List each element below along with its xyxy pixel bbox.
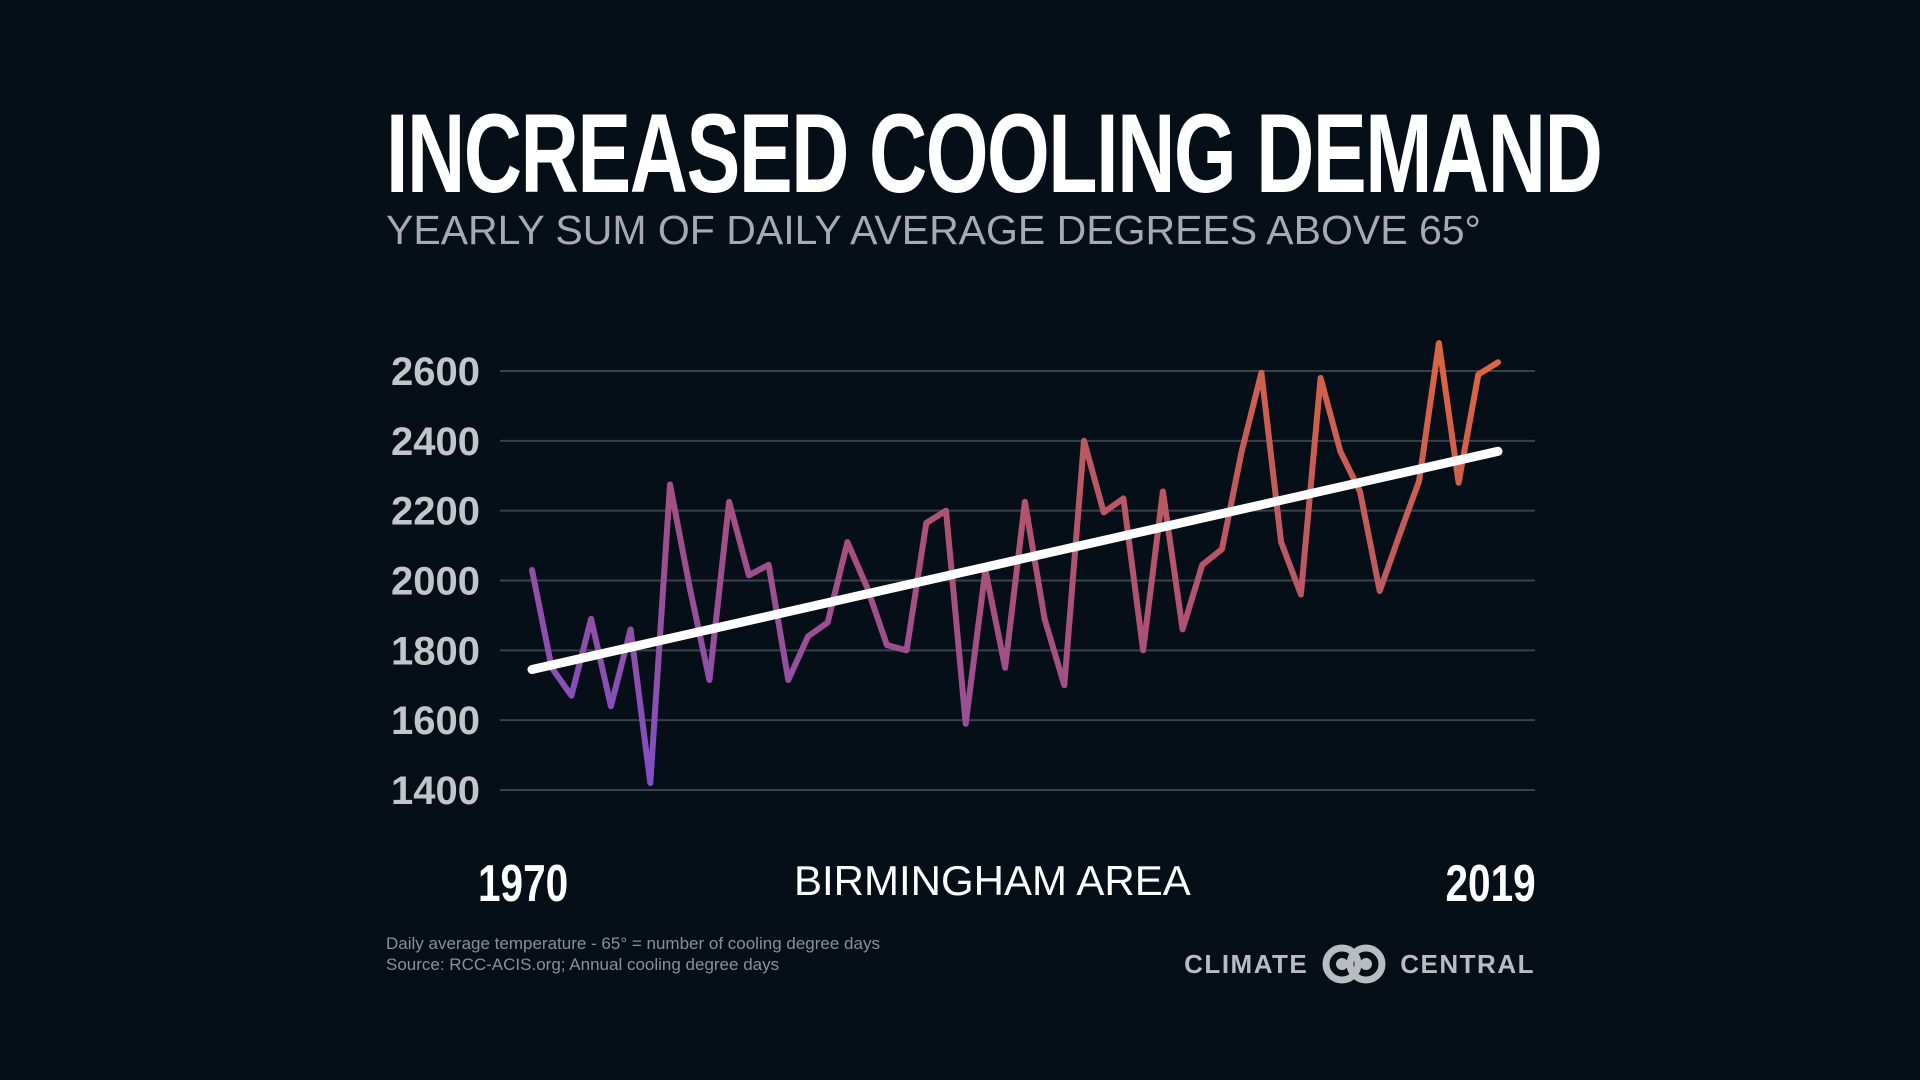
y-axis-ticks: 2600 2400 2200 2000 1800 1600 1400 xyxy=(391,350,480,813)
x-axis-start-label: 1970 xyxy=(478,855,569,913)
y-tick-label: 2400 xyxy=(391,420,480,464)
series-line xyxy=(529,340,1501,786)
x-axis-end-label: 2019 xyxy=(1445,855,1536,913)
climate-central-logo: CLIMATE CENTRAL xyxy=(1184,944,1535,984)
y-tick-label: 1600 xyxy=(391,699,480,743)
footnote-source: Source: RCC-ACIS.org; Annual cooling deg… xyxy=(386,955,780,974)
y-tick-label: 1800 xyxy=(391,629,480,673)
logo-rings-icon xyxy=(1322,944,1386,984)
footnotes: Daily average temperature - 65° = number… xyxy=(386,933,880,975)
y-tick-label: 2200 xyxy=(391,490,480,534)
y-tick-label: 1400 xyxy=(391,769,480,813)
trend-line xyxy=(527,446,1503,675)
y-tick-label: 2600 xyxy=(391,350,480,394)
series-layer xyxy=(529,340,1501,786)
chart-subtitle: YEARLY SUM OF DAILY AVERAGE DEGREES ABOV… xyxy=(386,207,1481,253)
region-label: BIRMINGHAM AREA xyxy=(794,857,1191,904)
y-tick-label: 2000 xyxy=(391,560,480,604)
chart-title: INCREASED COOLING DEMAND xyxy=(386,91,1603,216)
logo-text-right: CENTRAL xyxy=(1400,948,1535,979)
footnote-definition: Daily average temperature - 65° = number… xyxy=(386,934,880,953)
logo-text-left: CLIMATE xyxy=(1184,948,1309,979)
trend-layer xyxy=(527,446,1503,675)
